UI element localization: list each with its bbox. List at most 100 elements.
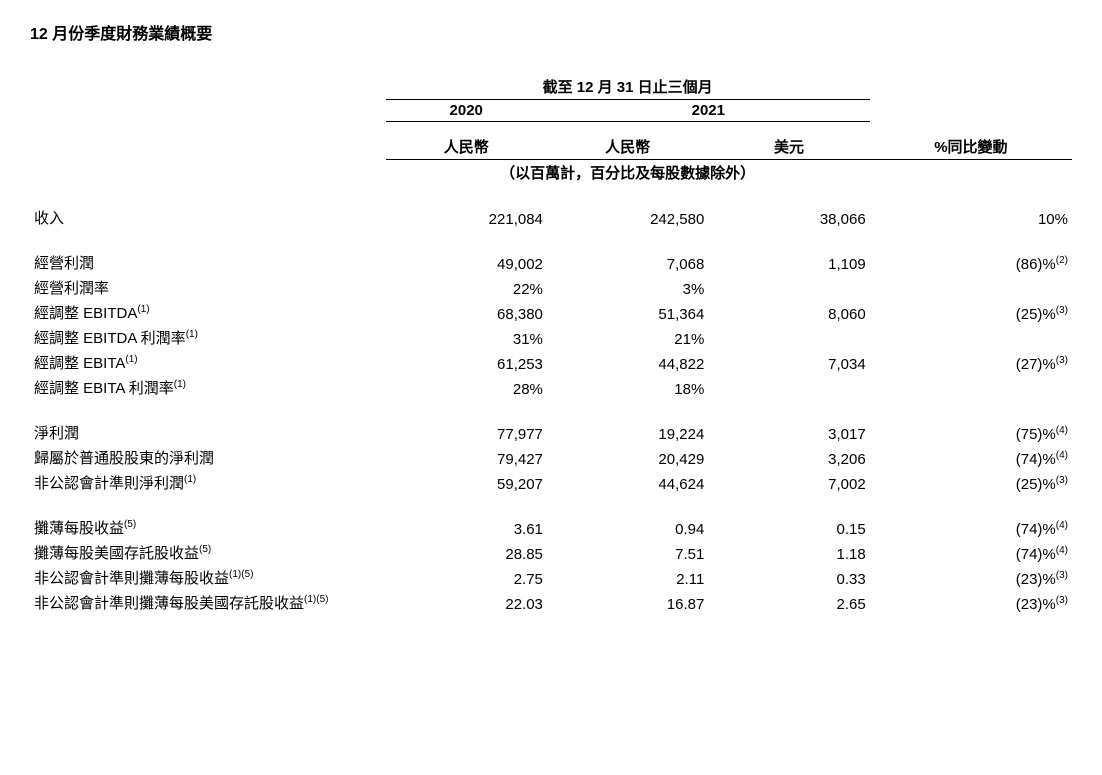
yoy-sup: (3) [1056, 355, 1068, 366]
val-2020: 22.03 [386, 590, 547, 615]
year-2021: 2021 [547, 100, 870, 122]
label: 歸屬於普通股股東的淨利潤 [34, 450, 214, 467]
header-period-row: 截至 12 月 31 日止三個月 [30, 74, 1072, 100]
yoy: (75)% [1016, 426, 1056, 443]
sup: (1) [174, 379, 186, 390]
label: 經調整 EBITDA [34, 305, 137, 322]
val-2021-rmb: 0.94 [547, 515, 708, 540]
yoy-sup: (4) [1056, 450, 1068, 461]
val-2020: 68,380 [386, 300, 547, 325]
sup: (1) [184, 474, 196, 485]
val-2020: 61,253 [386, 350, 547, 375]
yoy-sup: (3) [1056, 595, 1068, 606]
period-header: 截至 12 月 31 日止三個月 [386, 74, 870, 100]
val-2020: 3.61 [386, 515, 547, 540]
val-2021-rmb: 44,822 [547, 350, 708, 375]
label: 攤薄每股收益 [34, 520, 124, 537]
yoy-sup: (3) [1056, 570, 1068, 581]
val-2021-rmb: 18% [547, 375, 708, 400]
label: 經營利潤 [34, 255, 94, 272]
val-2021-rmb: 21% [547, 325, 708, 350]
val-2021-usd: 0.33 [708, 565, 869, 590]
row-diluted-ads: 攤薄每股美國存託股收益(5) 28.85 7.51 1.18 (74)%(4) [30, 540, 1072, 565]
yoy: (27)% [1016, 356, 1056, 373]
val-2021-usd: 3,206 [708, 445, 869, 470]
val-2021-rmb: 44,624 [547, 470, 708, 495]
yoy: (74)% [1016, 521, 1056, 538]
row-net-income-ordinary: 歸屬於普通股股東的淨利潤 79,427 20,429 3,206 (74)%(4… [30, 445, 1072, 470]
yoy-sup: (4) [1056, 545, 1068, 556]
val-2021-usd [708, 325, 869, 350]
yoy: (23)% [1016, 596, 1056, 613]
yoy: (86)% [1016, 256, 1056, 273]
val-2020: 22% [386, 275, 547, 300]
val-2020: 221,084 [386, 205, 547, 230]
curr-usd-2021: 美元 [708, 134, 869, 160]
val-2021-rmb: 19,224 [547, 420, 708, 445]
val-2021-usd: 38,066 [708, 205, 869, 230]
row-nongaap-eps: 非公認會計準則攤薄每股收益(1)(5) 2.75 2.11 0.33 (23)%… [30, 565, 1072, 590]
label: 非公認會計準則攤薄每股美國存託股收益 [34, 595, 304, 612]
header-currency-row: 人民幣 人民幣 美元 %同比變動 [30, 134, 1072, 160]
sup: (1) [137, 304, 149, 315]
financial-table: 截至 12 月 31 日止三個月 2020 2021 人民幣 人民幣 美元 %同… [30, 74, 1072, 615]
yoy-sup: (2) [1056, 255, 1068, 266]
val-2021-rmb: 7.51 [547, 540, 708, 565]
curr-rmb-2020: 人民幣 [386, 134, 547, 160]
row-adj-ebita: 經調整 EBITA(1) 61,253 44,822 7,034 (27)%(3… [30, 350, 1072, 375]
sup: (1)(5) [304, 594, 328, 605]
row-revenue: 收入 221,084 242,580 38,066 10% [30, 205, 1072, 230]
val-2021-rmb: 2.11 [547, 565, 708, 590]
row-op-income: 經營利潤 49,002 7,068 1,109 (86)%(2) [30, 250, 1072, 275]
val-2020: 79,427 [386, 445, 547, 470]
header-year-row: 2020 2021 [30, 100, 1072, 122]
year-2020: 2020 [386, 100, 547, 122]
label: 經營利潤率 [34, 280, 109, 297]
val-2021-rmb: 242,580 [547, 205, 708, 230]
val-2020: 59,207 [386, 470, 547, 495]
label: 收入 [34, 210, 64, 227]
row-adj-ebitda: 經調整 EBITDA(1) 68,380 51,364 8,060 (25)%(… [30, 300, 1072, 325]
label: 淨利潤 [34, 425, 79, 442]
val-2021-usd: 8,060 [708, 300, 869, 325]
val-2020: 77,977 [386, 420, 547, 445]
row-nongaap-ads: 非公認會計準則攤薄每股美國存託股收益(1)(5) 22.03 16.87 2.6… [30, 590, 1072, 615]
yoy: (25)% [1016, 476, 1056, 493]
val-2021-usd: 1.18 [708, 540, 869, 565]
row-op-margin: 經營利潤率 22% 3% [30, 275, 1072, 300]
val-2021-usd: 1,109 [708, 250, 869, 275]
label: 經調整 EBITDA 利潤率 [34, 330, 186, 347]
yoy: (74)% [1016, 451, 1056, 468]
val-2021-usd: 0.15 [708, 515, 869, 540]
val-2021-usd [708, 375, 869, 400]
val-2021-usd: 7,034 [708, 350, 869, 375]
val-2021-usd [708, 275, 869, 300]
yoy: (74)% [1016, 546, 1056, 563]
yoy-header: %同比變動 [870, 134, 1072, 160]
val-2021-rmb: 20,429 [547, 445, 708, 470]
label: 經調整 EBITA [34, 355, 125, 372]
yoy-sup: (3) [1056, 475, 1068, 486]
sup: (1)(5) [229, 569, 253, 580]
yoy: (25)% [1016, 306, 1056, 323]
val-2020: 28.85 [386, 540, 547, 565]
row-diluted-eps: 攤薄每股收益(5) 3.61 0.94 0.15 (74)%(4) [30, 515, 1072, 540]
curr-rmb-2021: 人民幣 [547, 134, 708, 160]
val-2021-usd: 2.65 [708, 590, 869, 615]
sup: (1) [125, 354, 137, 365]
yoy-sup: (4) [1056, 520, 1068, 531]
val-2021-usd: 7,002 [708, 470, 869, 495]
yoy-sup: (3) [1056, 305, 1068, 316]
yoy: 10% [1038, 211, 1068, 228]
label: 攤薄每股美國存託股收益 [34, 545, 199, 562]
val-2020: 49,002 [386, 250, 547, 275]
label: 非公認會計準則淨利潤 [34, 475, 184, 492]
val-2021-rmb: 7,068 [547, 250, 708, 275]
val-2020: 28% [386, 375, 547, 400]
sup: (5) [124, 519, 136, 530]
row-adj-ebita-margin: 經調整 EBITA 利潤率(1) 28% 18% [30, 375, 1072, 400]
val-2021-rmb: 16.87 [547, 590, 708, 615]
val-2020: 31% [386, 325, 547, 350]
sup: (1) [186, 329, 198, 340]
label: 非公認會計準則攤薄每股收益 [34, 570, 229, 587]
